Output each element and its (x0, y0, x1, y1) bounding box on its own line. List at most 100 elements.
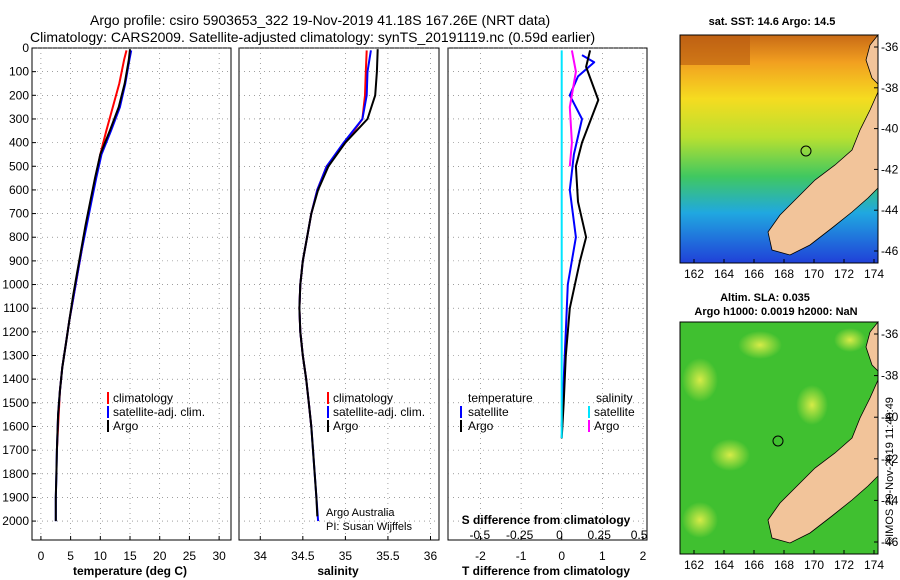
x-tick-label: 25 (183, 549, 197, 563)
x-top-tick-label: -0.25 (506, 528, 534, 542)
y-tick-label: 1100 (3, 301, 29, 315)
map-lon-label: 164 (714, 558, 734, 572)
map-lat-label: -46 (881, 244, 899, 258)
x-axes: 0 5 10 15 20 25 30 34 34.5 35 35.5 36 -2 -1 0 1 2 -0.5 -0.… (38, 528, 648, 563)
sla-map-title-1: Altim. SLA: 0.035 (720, 292, 810, 304)
argo-location-marker (772, 435, 784, 447)
y-tick-label: 1300 (2, 349, 29, 363)
y-tick-label: 1700 (2, 443, 29, 457)
map-lat-label: -40 (881, 410, 899, 424)
sla-high-patch (682, 502, 718, 538)
sst-map-title: sat. SST: 14.6 Argo: 14.5 (709, 16, 836, 28)
map-lon-label: 166 (744, 558, 764, 572)
map-lon-label: 168 (774, 267, 794, 281)
x-tick-label: 5 (67, 549, 74, 563)
x-tick-label: 30 (212, 549, 226, 563)
legend-label-s-argo: Argo (594, 419, 620, 433)
legend-label-t-satellite: satellite (468, 405, 509, 419)
credit-line-1: Argo Australia (326, 507, 395, 519)
difference-legend: temperature satellite Argo salinity sate… (460, 391, 635, 433)
y-tick-label: 800 (9, 230, 29, 244)
salinity-panel-frame (238, 47, 440, 541)
x-tick-label: 35.5 (376, 549, 400, 563)
sst-warm-patch (680, 35, 750, 65)
legend-label-argo: Argo (333, 419, 359, 433)
x-top-tick-label: -0.5 (469, 528, 490, 542)
y-tick-label: 1800 (2, 467, 29, 481)
map-lat-label: -40 (881, 122, 899, 136)
x-top-tick-label: 0.5 (631, 528, 648, 542)
map-lat-label: -44 (881, 203, 899, 217)
map-lat-label: -42 (881, 162, 899, 176)
temperature-xlabel: temperature (deg C) (73, 564, 187, 578)
x-tick-label: 36 (424, 549, 438, 563)
x-tick-label: 34.5 (291, 549, 315, 563)
x-tick-label: -2 (475, 549, 486, 563)
x-tick-label: 0 (558, 549, 565, 563)
y-tick-label: 1200 (2, 325, 29, 339)
map-lon-label: 170 (804, 558, 824, 572)
x-tick-label: 0 (38, 549, 45, 563)
sst-map: sat. SST: 14.6 Argo: 14.5 -36 -38 -40 -42 -4… (679, 16, 899, 281)
temperature-panel-frame (31, 47, 232, 541)
y-tick-label: 300 (9, 112, 29, 126)
map-lon-label: 162 (684, 558, 704, 572)
grid-lines (32, 47, 647, 540)
legend-label-climatology: climatology (333, 391, 393, 405)
sla-high-patch (738, 331, 782, 359)
legend-label-s-satellite: satellite (594, 405, 635, 419)
x-tick-label: 34 (254, 549, 268, 563)
x-tick-label: -1 (516, 549, 527, 563)
map-lon-label: 174 (864, 267, 884, 281)
title-line-1: Argo profile: csiro 5903653_322 19-Nov-2… (90, 12, 550, 28)
y-tick-label: 400 (9, 136, 29, 150)
map-lat-label: -36 (881, 327, 899, 341)
sla-map-axes: -36 -38 -40 -42 -44 -46 162 164 166 168 170 172 174 (684, 327, 899, 572)
x-tick-label: 20 (153, 549, 167, 563)
difference-panel-frame (447, 47, 648, 541)
x-tick-label: 35 (339, 549, 353, 563)
y-tick-label: 1500 (2, 396, 29, 410)
sla-high-patch (682, 358, 718, 402)
map-lat-label: -46 (881, 535, 899, 549)
y-tick-label: 1600 (2, 419, 29, 433)
map-lon-label: 166 (744, 267, 764, 281)
sla-high-patch (834, 328, 866, 352)
map-lon-label: 172 (834, 558, 854, 572)
salinity-xlabel: salinity (317, 564, 359, 578)
credit-line-2: PI: Susan Wijffels (326, 521, 412, 533)
legend-label-satellite: satellite-adj. clim. (333, 405, 425, 419)
y-tick-label: 1000 (2, 278, 29, 292)
y-tick-label: 1900 (2, 490, 29, 504)
series-lines (54, 49, 600, 522)
series-satellite-adj-clim- (54, 50, 133, 522)
x-top-tick-label: 0.25 (588, 528, 612, 542)
x-top-tick-label: 0 (556, 528, 563, 542)
imos-watermark: ©IMOS 29-Nov-2019 11:40:49 (884, 397, 896, 545)
map-lon-label: 162 (684, 267, 704, 281)
y-tick-label: 200 (9, 88, 29, 102)
map-lon-label: 170 (804, 267, 824, 281)
y-tick-label: 2000 (2, 514, 29, 528)
sst-map-frame (679, 34, 879, 264)
series-argo (298, 49, 379, 517)
map-lat-label: -38 (881, 81, 899, 95)
y-tick-label: 900 (9, 254, 29, 268)
south-island-land (767, 91, 879, 256)
map-lon-label: 168 (774, 558, 794, 572)
y-tick-label: 600 (9, 183, 29, 197)
t-difference-xlabel: T difference from climatology (462, 564, 630, 578)
map-lon-label: 174 (864, 558, 884, 572)
s-difference-xlabel: S difference from climatology (462, 513, 631, 527)
south-island-land (767, 379, 879, 544)
series-s-argo (568, 50, 577, 167)
series-climatology (298, 50, 368, 427)
y-tick-label: 500 (9, 159, 29, 173)
argo-location-marker (800, 145, 812, 157)
sst-map-axes: -36 -38 -40 -42 -44 -46 162 164 166 168 170 172 174 (684, 40, 899, 281)
legend-label-climatology: climatology (113, 391, 173, 405)
legend-label-satellite: satellite-adj. clim. (113, 405, 205, 419)
series-t-argo (560, 50, 600, 439)
legend-heading-temperature: temperature (468, 391, 533, 405)
y-tick-label: 1400 (2, 372, 29, 386)
